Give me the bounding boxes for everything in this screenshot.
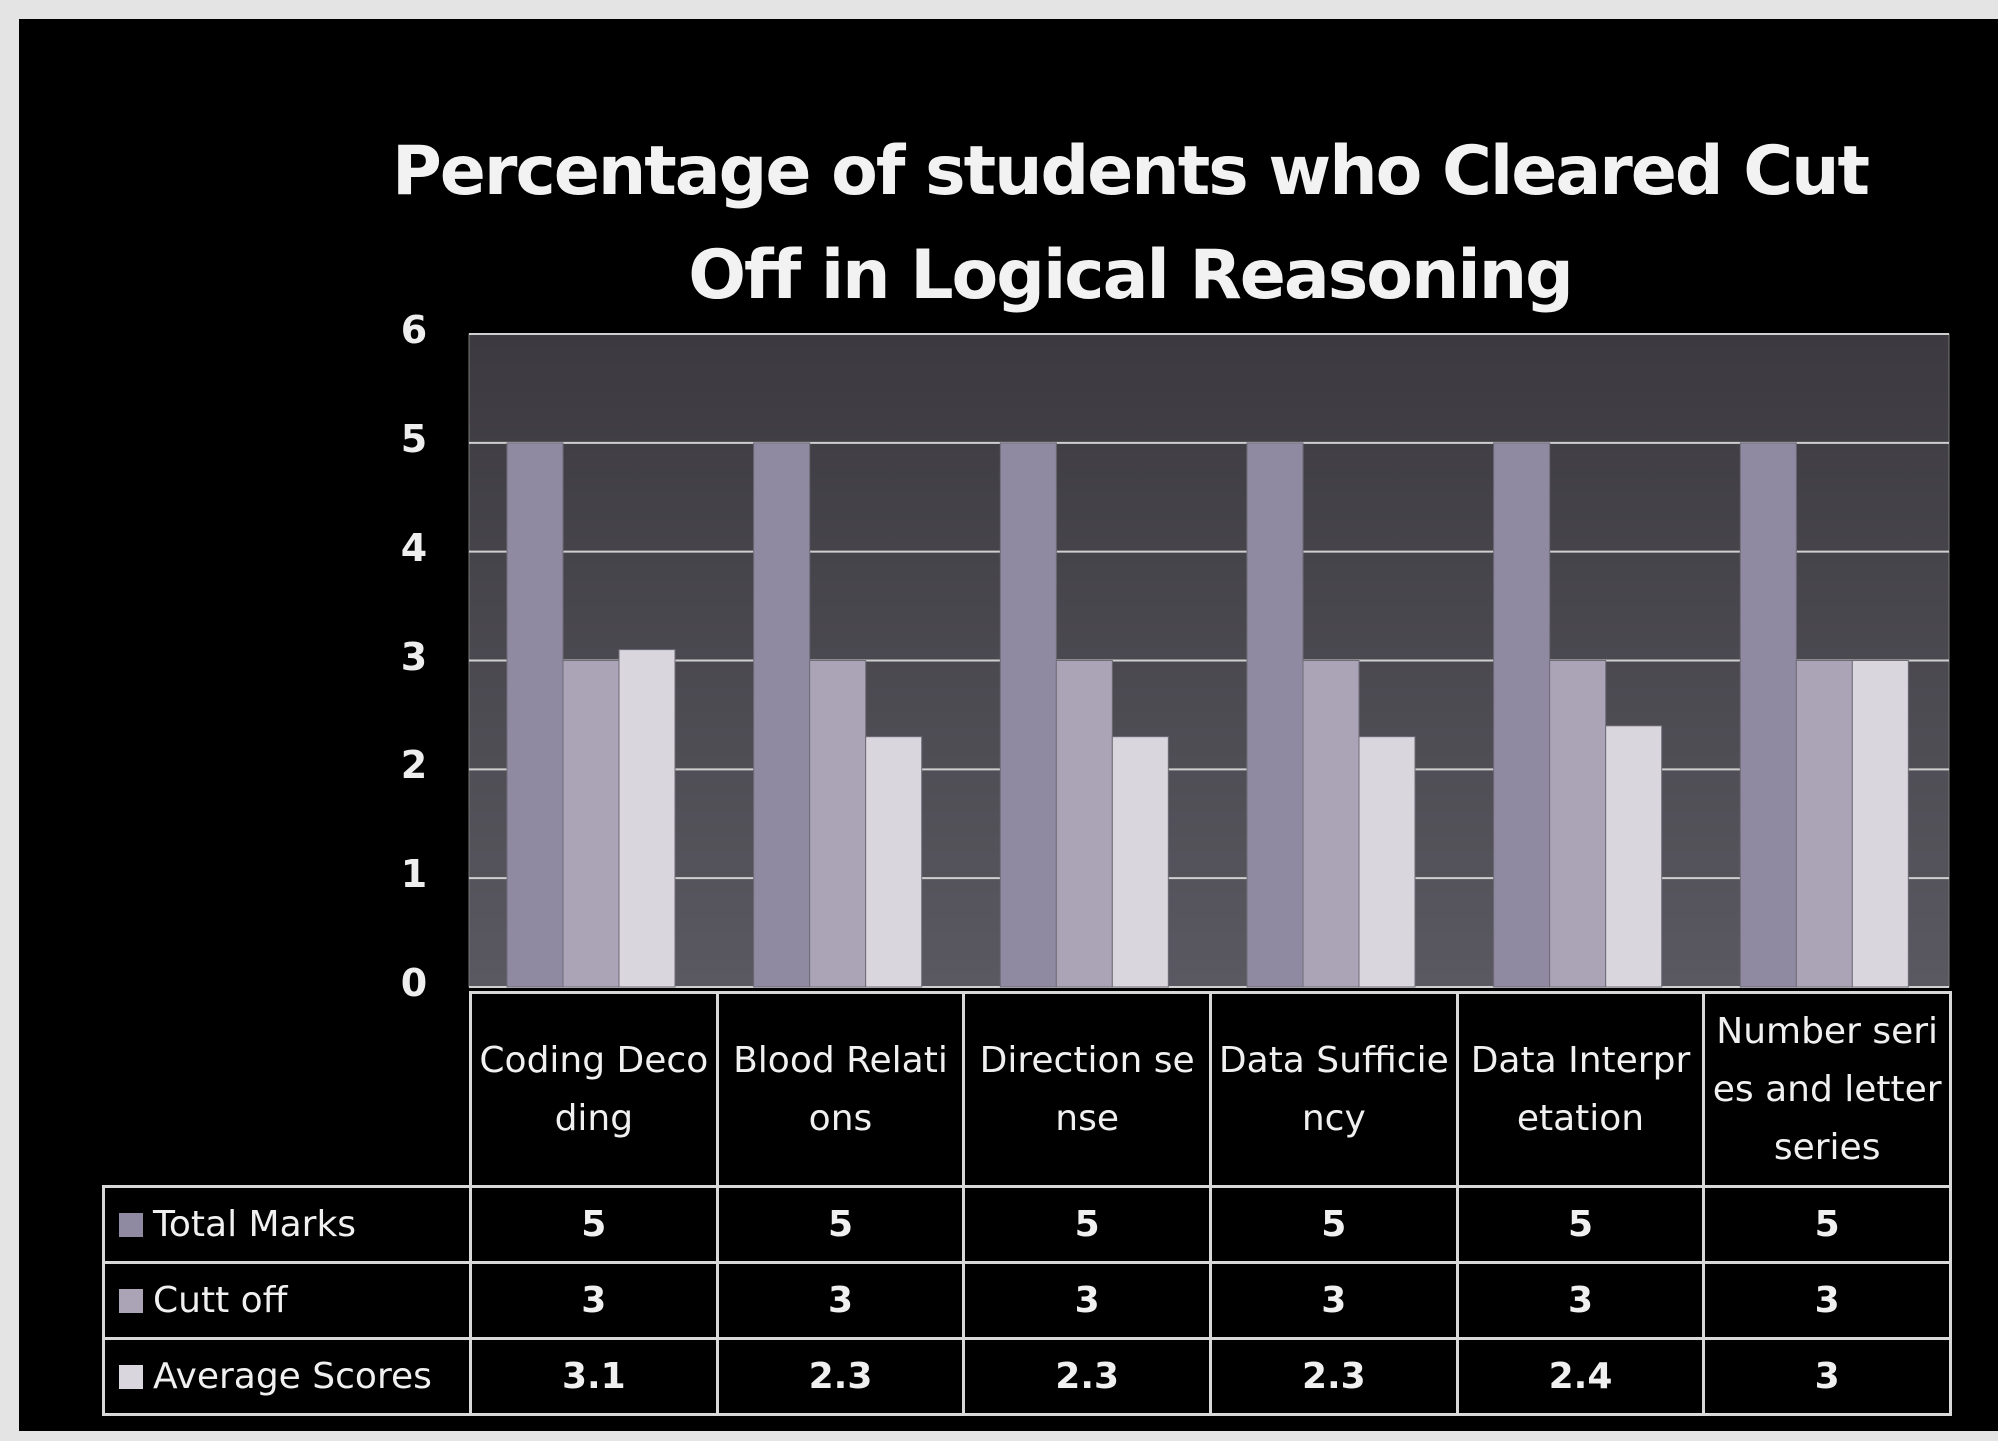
legend-swatch — [119, 1288, 143, 1313]
bar — [1493, 442, 1551, 988]
legend-swatch — [119, 1212, 143, 1237]
y-tick-label: 6 — [400, 308, 428, 352]
chart-title: Percentage of students who Cleared Cut O… — [391, 132, 1870, 315]
x-tick-label: Number series and letter series — [1702, 991, 1952, 1188]
bar — [1302, 660, 1360, 988]
data-label: 2.3 — [1209, 1337, 1459, 1416]
bar — [1111, 736, 1169, 988]
bar — [1246, 442, 1304, 988]
data-label: 3 — [469, 1261, 719, 1340]
bar — [1795, 660, 1853, 988]
legend-swatch — [119, 1364, 143, 1389]
bar — [809, 660, 867, 988]
legend-label: Total Marks — [153, 1203, 357, 1245]
x-tick-label: Direction sense — [962, 991, 1212, 1188]
bar — [1739, 442, 1797, 988]
y-tick-label: 5 — [400, 416, 428, 461]
bar — [1549, 660, 1607, 988]
y-tick-label: 3 — [400, 634, 428, 679]
data-label: 5 — [1702, 1185, 1952, 1264]
bar — [999, 442, 1057, 988]
y-tick-label: 4 — [400, 525, 428, 570]
bar — [506, 442, 564, 988]
bar — [1605, 725, 1663, 988]
x-tick-label: Data Interpretation — [1455, 991, 1706, 1188]
data-label: 2.3 — [962, 1337, 1212, 1416]
legend-entry: Average Scores — [102, 1337, 472, 1416]
legend-entry: Cutt off — [102, 1261, 472, 1340]
data-label: 5 — [469, 1185, 719, 1264]
x-tick-label: Coding Decoding — [469, 991, 719, 1188]
data-label: 5 — [962, 1185, 1212, 1264]
y-tick-label: 0 — [400, 961, 428, 1005]
y-tick-label: 2 — [400, 743, 428, 788]
bar — [618, 649, 676, 988]
bar — [1851, 660, 1909, 988]
bar — [562, 660, 620, 988]
data-label: 2.4 — [1455, 1337, 1706, 1416]
data-label: 3 — [1702, 1261, 1952, 1340]
legend-entry: Total Marks — [102, 1185, 472, 1264]
bar — [1358, 736, 1416, 988]
data-label: 3.1 — [469, 1337, 719, 1416]
data-label: 5 — [715, 1185, 966, 1264]
legend-label: Average Scores — [153, 1355, 432, 1397]
y-tick-label: 1 — [400, 852, 428, 897]
data-label: 3 — [1455, 1261, 1706, 1340]
data-label: 5 — [1455, 1185, 1706, 1264]
data-label: 3 — [1702, 1337, 1952, 1416]
data-label: 3 — [1209, 1261, 1459, 1340]
bar — [1055, 660, 1113, 988]
bar — [865, 736, 923, 988]
x-tick-label: Blood Relations — [715, 991, 966, 1188]
data-label: 3 — [715, 1261, 966, 1340]
x-tick-label: Data Sufficiency — [1209, 991, 1459, 1188]
bar — [753, 442, 811, 988]
data-label: 3 — [962, 1261, 1212, 1340]
data-label: 2.3 — [715, 1337, 966, 1416]
data-label: 5 — [1209, 1185, 1459, 1264]
legend-label: Cutt off — [153, 1279, 288, 1321]
